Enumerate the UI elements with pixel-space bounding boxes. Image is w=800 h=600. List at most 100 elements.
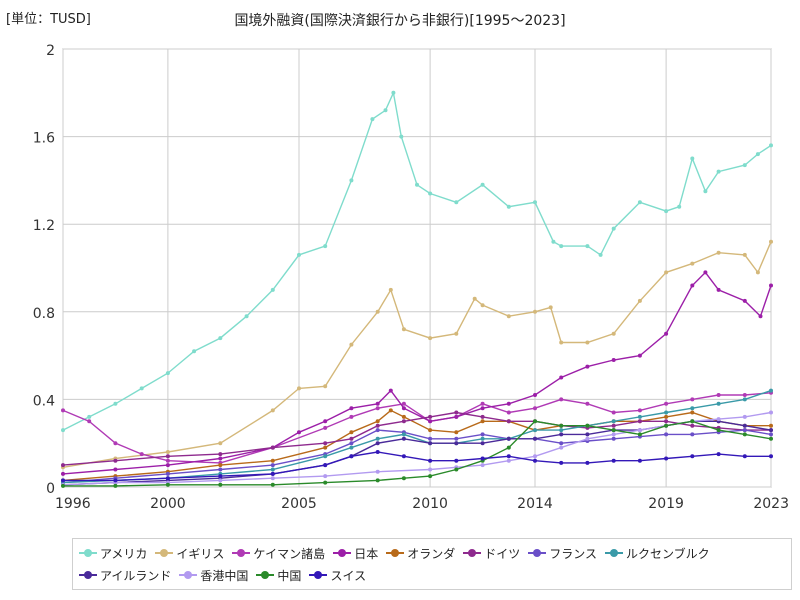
data-point (559, 460, 564, 465)
legend-label: イギリス (176, 546, 225, 561)
data-point (664, 414, 669, 419)
data-point (401, 476, 406, 481)
series-line (63, 420, 772, 487)
data-point (637, 353, 642, 358)
x-tick-label: 2010 (412, 496, 448, 512)
data-point (585, 364, 590, 369)
data-point (480, 432, 485, 437)
data-point (270, 471, 275, 476)
data-point (769, 143, 773, 148)
data-point (270, 445, 275, 450)
legend-marker (309, 570, 328, 580)
data-point (664, 419, 669, 424)
data-point (113, 478, 118, 483)
data-point (401, 432, 406, 437)
data-point (401, 436, 406, 441)
data-point (218, 456, 223, 461)
data-point (585, 340, 590, 345)
data-point (769, 410, 773, 415)
legend-item: 香港中国 (179, 564, 248, 586)
data-point (165, 454, 170, 459)
data-point (113, 401, 118, 406)
data-point (533, 309, 537, 314)
data-point (585, 401, 590, 406)
unit-label: [単位：TUSD] (6, 12, 91, 27)
data-point (399, 134, 404, 139)
axes: 0 0.4 0.8 1.2 1.6 2 1996 2000 2005 2010 2014 2019 20… (33, 43, 789, 512)
data-point (428, 191, 433, 196)
data-point (755, 270, 760, 275)
data-point (113, 483, 118, 488)
data-point (165, 450, 170, 454)
data-point (165, 371, 170, 376)
legend-marker (79, 548, 97, 558)
data-point (323, 419, 328, 424)
data-point (559, 423, 564, 428)
data-point (742, 428, 747, 433)
x-tick-label: 2000 (150, 496, 186, 512)
data-point (506, 410, 511, 415)
legend-marker (232, 548, 251, 558)
data-point (270, 458, 275, 463)
data-point (637, 298, 642, 303)
legend-marker (528, 548, 547, 558)
data-point (323, 425, 328, 430)
data-point (559, 244, 564, 249)
data-point (742, 298, 747, 303)
legend-item: フランス (528, 542, 597, 564)
data-point (428, 467, 433, 472)
data-point (506, 401, 511, 406)
data-point (480, 182, 485, 187)
data-point (559, 340, 564, 345)
data-point (270, 476, 275, 481)
data-point (480, 303, 485, 308)
legend-label: 日本 (354, 546, 379, 561)
data-point (349, 342, 354, 347)
data-point (454, 410, 459, 415)
data-point (585, 436, 590, 441)
data-point (349, 414, 354, 419)
data-point (611, 458, 616, 463)
data-point (716, 452, 721, 457)
data-point (165, 458, 170, 463)
legend-marker (155, 548, 174, 558)
x-tick-label: 2019 (648, 496, 684, 512)
data-point (388, 408, 393, 413)
data-point (690, 156, 695, 161)
data-point (428, 428, 433, 433)
data-point (349, 406, 354, 411)
data-point (690, 283, 695, 288)
data-point (61, 471, 65, 476)
legend-item: ドイツ (463, 542, 520, 564)
data-point (375, 406, 380, 411)
chart-title: 国境外融資(国際決済銀行から非銀行)[1995～2023] (234, 13, 566, 29)
data-point (61, 408, 65, 413)
data-point (297, 430, 301, 435)
data-point (769, 239, 773, 244)
data-point (664, 209, 669, 214)
data-point (454, 436, 459, 441)
data-point (401, 327, 406, 332)
data-point (769, 388, 773, 393)
legend-marker (79, 570, 97, 580)
data-point (375, 423, 380, 428)
data-point (415, 182, 419, 187)
data-point (690, 419, 695, 424)
data-point (454, 414, 459, 419)
data-point (742, 423, 747, 428)
data-point (533, 436, 537, 441)
data-point (664, 432, 669, 437)
data-point (559, 432, 564, 437)
legend-item: アメリカ (79, 542, 147, 564)
data-point (323, 463, 328, 468)
data-point (428, 436, 433, 441)
data-point (270, 482, 275, 487)
series-line (62, 90, 772, 431)
data-point (742, 414, 747, 419)
data-point (690, 261, 695, 266)
data-point (454, 200, 459, 205)
data-point (401, 414, 406, 419)
data-point (611, 428, 616, 433)
data-point (637, 414, 642, 419)
data-point (370, 117, 375, 122)
